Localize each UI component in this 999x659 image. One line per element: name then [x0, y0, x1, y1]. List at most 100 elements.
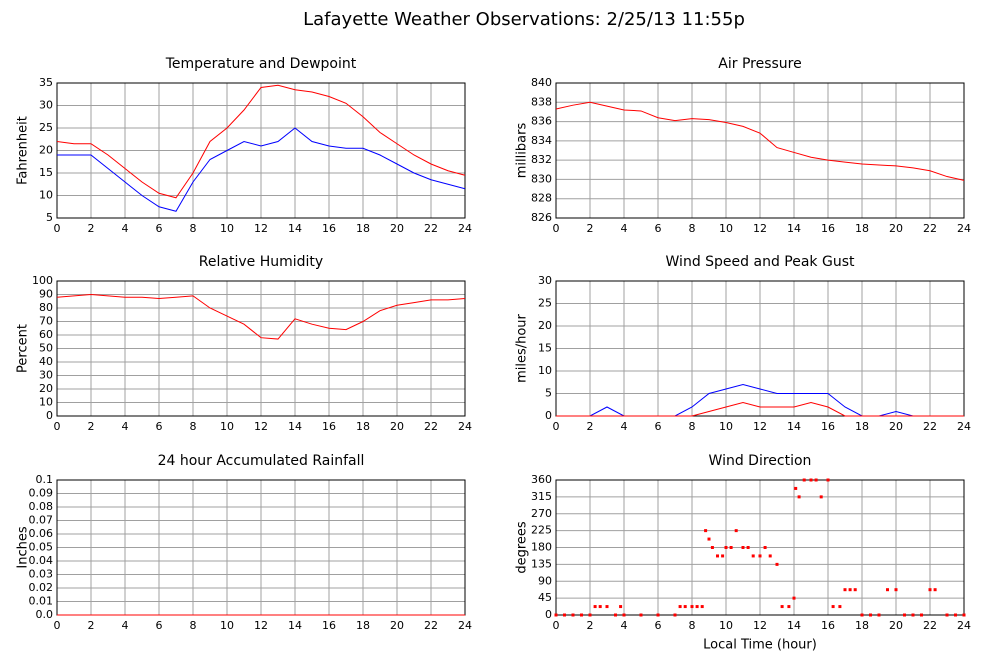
x-tick-label: 18	[855, 619, 869, 632]
data-line	[56, 84, 466, 199]
data-point	[860, 613, 864, 617]
y-tick-label: 0.02	[29, 581, 54, 594]
data-point	[920, 613, 923, 617]
y-tick-label: 45	[538, 591, 552, 604]
y-tick-label: 828	[531, 192, 552, 205]
x-tick-label: 6	[156, 619, 163, 632]
x-tick-label: 4	[122, 420, 129, 433]
data-point	[571, 613, 575, 617]
data-point	[605, 605, 609, 609]
x-tick-label: 8	[689, 222, 696, 235]
chart-title: Air Pressure	[718, 56, 801, 72]
x-tick-label: 20	[889, 619, 903, 632]
data-point	[787, 605, 791, 609]
data-point	[554, 613, 558, 617]
data-point	[792, 596, 796, 600]
data-point	[741, 546, 745, 549]
data-point	[911, 613, 915, 617]
x-tick-label: 22	[923, 222, 937, 235]
data-point	[894, 588, 898, 592]
data-point	[819, 495, 823, 499]
data-point	[758, 554, 762, 558]
x-tick-label: 12	[753, 222, 767, 235]
data-point	[768, 554, 772, 558]
x-tick-label: 24	[957, 222, 971, 235]
data-point	[678, 605, 682, 609]
data-point	[962, 613, 966, 617]
x-tick-label: 0	[54, 420, 61, 433]
y-tick-label: 70	[39, 315, 53, 328]
y-tick-label: 0.08	[29, 500, 54, 513]
x-tick-label: 22	[424, 619, 438, 632]
x-tick-label: 12	[753, 420, 767, 433]
x-tick-label: 24	[458, 420, 472, 433]
x-tick-label: 8	[190, 619, 197, 632]
data-point	[797, 495, 801, 499]
y-tick-label: 100	[32, 274, 53, 287]
data-point	[853, 588, 857, 592]
x-tick-label: 14	[288, 420, 302, 433]
x-tick-label: 18	[356, 222, 370, 235]
x-tick-label: 12	[254, 222, 268, 235]
page-title: Lafayette Weather Observations: 2/25/13 …	[303, 9, 745, 30]
chart: Temperature and Dewpoint Fahrenheit 5 10 15 2…	[16, 56, 473, 235]
data-line	[57, 127, 466, 212]
x-tick-label: 24	[458, 222, 472, 235]
y-axis-label: Percent	[16, 324, 31, 373]
x-tick-label: 4	[122, 222, 129, 235]
y-tick-label: 80	[39, 301, 53, 314]
y-tick-label: 0	[545, 409, 552, 422]
data-point	[928, 588, 932, 592]
y-axis-label: degrees	[515, 521, 530, 574]
y-tick-label: 10	[538, 364, 552, 377]
y-tick-label: 838	[531, 95, 552, 108]
x-tick-label: 2	[88, 222, 95, 235]
y-tick-label: 25	[39, 121, 53, 134]
x-tick-label: 24	[957, 420, 971, 433]
data-point	[831, 605, 835, 609]
data-point	[903, 613, 906, 617]
y-axis-label: Fahrenheit	[16, 116, 31, 185]
y-tick-label: 0.01	[29, 595, 54, 608]
y-tick-label: 0.03	[29, 568, 54, 581]
y-tick-label: 15	[39, 166, 53, 179]
x-tick-label: 4	[621, 420, 628, 433]
x-tick-label: 0	[553, 222, 560, 235]
x-tick-label: 10	[719, 619, 733, 632]
data-line	[556, 401, 964, 417]
y-tick-label: 60	[39, 328, 53, 341]
data-point	[593, 605, 597, 609]
y-tick-label: 0	[46, 409, 53, 422]
y-tick-label: 180	[531, 541, 552, 554]
x-tick-label: 6	[655, 619, 662, 632]
y-tick-label: 20	[39, 144, 53, 157]
x-tick-label: 16	[322, 222, 336, 235]
x-tick-label: 8	[190, 420, 197, 433]
x-tick-label: 6	[156, 222, 163, 235]
data-point	[734, 529, 738, 533]
data-point	[707, 537, 711, 541]
y-tick-label: 826	[531, 211, 552, 224]
x-tick-label: 10	[220, 420, 234, 433]
y-tick-label: 10	[39, 396, 53, 409]
data-point	[814, 478, 818, 482]
x-tick-label: 20	[889, 420, 903, 433]
x-tick-label: 18	[356, 619, 370, 632]
data-point	[729, 546, 733, 549]
y-tick-label: 30	[538, 274, 552, 287]
y-tick-label: 0.09	[29, 487, 54, 500]
x-tick-label: 16	[821, 420, 835, 433]
data-point	[710, 546, 714, 549]
x-tick-label: 4	[122, 619, 129, 632]
y-tick-label: 20	[39, 382, 53, 395]
y-tick-label: 20	[538, 319, 552, 332]
x-tick-label: 0	[54, 222, 61, 235]
data-point	[886, 588, 889, 592]
data-point	[848, 588, 852, 592]
x-tick-label: 14	[787, 619, 801, 632]
data-point	[809, 478, 813, 482]
x-tick-label: 2	[587, 222, 594, 235]
plot-frame	[56, 280, 466, 417]
x-tick-label: 0	[553, 420, 560, 433]
